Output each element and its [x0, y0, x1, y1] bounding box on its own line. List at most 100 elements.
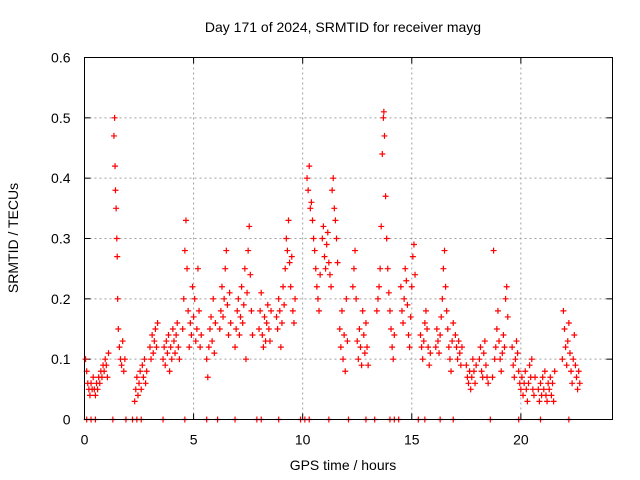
data-point: [290, 319, 297, 326]
data-point: [361, 350, 368, 357]
data-point: [218, 283, 225, 290]
data-point: [187, 319, 194, 326]
data-point: [445, 344, 452, 351]
data-point: [275, 295, 282, 302]
data-point: [227, 319, 234, 326]
data-point: [164, 350, 171, 357]
data-point: [551, 368, 558, 375]
data-point: [190, 313, 197, 320]
data-point: [381, 132, 388, 139]
data-point: [210, 295, 217, 302]
data-point: [289, 307, 296, 314]
data-point: [137, 368, 144, 375]
data-point: [550, 398, 557, 405]
data-point: [455, 338, 462, 345]
data-point: [94, 386, 101, 393]
data-point: [211, 350, 218, 357]
data-point: [354, 338, 361, 345]
data-point: [209, 338, 216, 345]
x-axis-label: GPS time / hours: [290, 457, 397, 473]
data-point: [181, 247, 188, 254]
data-point: [377, 265, 384, 272]
data-point: [355, 356, 362, 363]
data-point: [193, 326, 200, 332]
data-point: [530, 392, 537, 399]
data-point: [481, 338, 488, 345]
data-point: [308, 199, 315, 206]
data-point: [476, 356, 483, 363]
data-point: [98, 374, 105, 381]
data-point: [317, 271, 324, 278]
data-point: [259, 332, 266, 339]
data-point: [513, 338, 520, 345]
y-tick-label: 0: [63, 412, 71, 428]
data-point: [540, 386, 547, 393]
data-point: [535, 386, 542, 393]
data-point: [410, 241, 417, 248]
data-point: [326, 271, 333, 278]
data-point: [489, 374, 496, 381]
data-point: [320, 223, 327, 230]
data-point: [344, 338, 351, 345]
data-point: [549, 380, 556, 387]
data-point: [547, 374, 554, 381]
data-point: [359, 307, 366, 314]
data-point: [115, 326, 122, 332]
data-point: [342, 368, 349, 375]
data-point: [197, 344, 204, 351]
data-point: [182, 217, 189, 224]
data-point: [514, 350, 521, 357]
data-point: [168, 356, 175, 363]
data-point: [388, 326, 395, 332]
data-point: [337, 344, 344, 351]
data-point: [307, 205, 314, 212]
data-point: [139, 362, 146, 369]
data-point: [203, 356, 210, 363]
data-point: [529, 386, 536, 393]
data-point: [180, 295, 187, 302]
data-point: [332, 217, 339, 224]
data-point: [473, 362, 480, 369]
data-point: [235, 295, 242, 302]
x-tick-label: 10: [295, 432, 311, 448]
data-point: [322, 265, 329, 272]
data-point: [365, 362, 372, 369]
data-point: [539, 374, 546, 381]
data-point: [510, 362, 517, 369]
x-tick-label: 5: [190, 432, 198, 448]
data-point: [191, 295, 198, 302]
data-point: [469, 356, 476, 363]
data-point: [350, 265, 357, 272]
y-axis-label: SRMTID / TECUs: [5, 183, 21, 293]
data-point: [132, 386, 139, 393]
data-point: [433, 326, 440, 332]
data-point: [442, 283, 449, 290]
data-point: [141, 356, 148, 363]
data-point: [436, 350, 443, 357]
data-point: [391, 332, 398, 339]
data-point: [446, 356, 453, 363]
data-point: [174, 319, 181, 326]
data-point: [310, 235, 317, 242]
data-point: [212, 319, 219, 326]
data-point: [261, 313, 268, 320]
data-point: [260, 344, 267, 351]
data-point: [468, 374, 475, 381]
data-point: [536, 398, 543, 405]
chart-title: Day 171 of 2024, SRMTID for receiver may…: [205, 19, 481, 35]
data-point: [188, 332, 195, 339]
data-point: [186, 344, 193, 351]
data-point: [485, 380, 492, 387]
data-point: [522, 368, 529, 375]
y-ticks: 0 0.1 0.2 0.3 0.4 0.5 0.6: [51, 50, 613, 428]
y-tick-label: 0.2: [51, 291, 71, 307]
data-point: [343, 295, 350, 302]
data-point: [450, 319, 457, 326]
data-point: [216, 326, 223, 332]
data-point: [472, 380, 479, 387]
data-point: [562, 344, 569, 351]
data-point: [206, 326, 213, 332]
data-point: [120, 368, 127, 375]
data-point: [324, 229, 331, 236]
x-tick-label: 20: [513, 432, 529, 448]
